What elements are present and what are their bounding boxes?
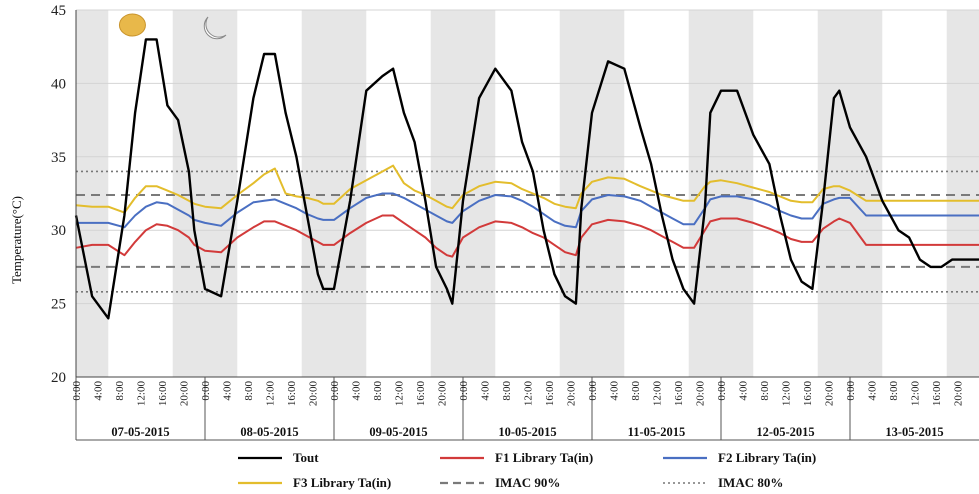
x-tick-label: 8:00: [759, 381, 771, 401]
series-lines: [74, 38, 979, 320]
x-tick-label: 8:00: [372, 381, 384, 401]
x-tick-label: 4:00: [480, 381, 492, 401]
night-bands: [76, 10, 979, 377]
x-tick-label: 4:00: [351, 381, 363, 401]
x-tick-label: 16:00: [157, 381, 169, 407]
x-tick-label: 12:00: [136, 381, 148, 407]
x-tick-label: 8:00: [243, 381, 255, 401]
night-band: [76, 10, 109, 377]
x-tick-label: 4:00: [93, 381, 105, 401]
day-label: 08-05-2015: [240, 425, 298, 439]
day-label: 13-05-2015: [885, 425, 943, 439]
x-tick-label: 8:00: [888, 381, 900, 401]
y-tick-label: 45: [51, 3, 66, 19]
x-tick-label: 0:00: [458, 381, 470, 401]
x-tick-label: 0:00: [329, 381, 341, 401]
sun-icon: [118, 13, 146, 37]
x-tick-label: 4:00: [738, 381, 750, 401]
x-tick-label: 0:00: [716, 381, 728, 401]
axes: [75, 10, 979, 441]
night-band: [463, 10, 496, 377]
x-tick-label: 8:00: [630, 381, 642, 401]
x-tick-label: 4:00: [609, 381, 621, 401]
y-tick-label: 20: [51, 370, 66, 386]
x-tick-label: 4:00: [222, 381, 234, 401]
x-tick-label: 12:00: [523, 381, 535, 407]
x-tick-label: 8:00: [501, 381, 513, 401]
legend-label: IMAC 80%: [718, 475, 783, 490]
x-tick-label: 12:00: [394, 381, 406, 407]
y-tick-label: 40: [51, 76, 66, 92]
night-band: [592, 10, 625, 377]
x-tick-label: 12:00: [265, 381, 277, 407]
night-band: [817, 10, 850, 377]
legend-label: Tout: [293, 450, 319, 465]
day-label: 09-05-2015: [369, 425, 427, 439]
x-tick-label: 0:00: [845, 381, 857, 401]
legend-label: IMAC 90%: [495, 475, 560, 490]
night-band: [205, 10, 238, 377]
night-band: [721, 10, 754, 377]
day-night-icons: [118, 13, 227, 40]
day-label: 11-05-2015: [628, 425, 686, 439]
x-tick-label: 20:00: [437, 381, 449, 407]
legend: Tout F1 Library Ta(in) F2 Library Ta(in) F3…: [238, 450, 816, 490]
night-band: [430, 10, 463, 377]
x-tick-label: 16:00: [802, 381, 814, 407]
x-tick-labels: 0:00 4:00 8:00 12:00 16:00 20:00 0:00 4:00 8:00 1…: [71, 381, 965, 407]
legend-label: F1 Library Ta(in): [495, 450, 593, 465]
y-tick-labels: 20 25 30 35 40 45: [51, 3, 66, 386]
x-tick-label: 16:00: [415, 381, 427, 407]
series-line-tout: [74, 38, 979, 320]
x-tick-label: 20:00: [824, 381, 836, 407]
x-tick-label: 0:00: [200, 381, 212, 401]
day-label: 12-05-2015: [756, 425, 814, 439]
x-tick-label: 20:00: [566, 381, 578, 407]
x-tick-label: 16:00: [544, 381, 556, 407]
x-tick-label: 8:00: [114, 381, 126, 401]
x-tick-label: 16:00: [931, 381, 943, 407]
x-tick-label: 12:00: [781, 381, 793, 407]
imac-bands: [76, 170, 979, 293]
x-tick-label: 0:00: [71, 381, 83, 401]
y-tick-label: 35: [51, 150, 66, 166]
night-band: [301, 10, 334, 377]
x-tick-label: 16:00: [673, 381, 685, 407]
x-tick-label: 4:00: [867, 381, 879, 401]
x-tick-label: 20:00: [179, 381, 191, 407]
x-tick-label: 16:00: [286, 381, 298, 407]
legend-label: F2 Library Ta(in): [718, 450, 816, 465]
moon-icon: [203, 16, 227, 40]
y-tick-label: 30: [51, 223, 66, 239]
y-axis-label: Temperature(°C): [9, 196, 24, 284]
series-line-f1: [75, 214, 979, 258]
x-tick-label: 20:00: [695, 381, 707, 407]
night-band: [559, 10, 592, 377]
day-label: 07-05-2015: [111, 425, 169, 439]
y-tick-label: 25: [51, 297, 66, 313]
day-labels: 07-05-2015 08-05-2015 09-05-2015 10-05-2015…: [111, 425, 943, 439]
night-band: [946, 10, 979, 377]
x-tick-label: 12:00: [910, 381, 922, 407]
x-tick-label: 20:00: [308, 381, 320, 407]
night-band: [172, 10, 205, 377]
x-tick-label: 20:00: [953, 381, 965, 407]
day-label: 10-05-2015: [498, 425, 556, 439]
x-tick-label: 12:00: [652, 381, 664, 407]
legend-label: F3 Library Ta(in): [293, 475, 391, 490]
x-tick-label: 0:00: [587, 381, 599, 401]
